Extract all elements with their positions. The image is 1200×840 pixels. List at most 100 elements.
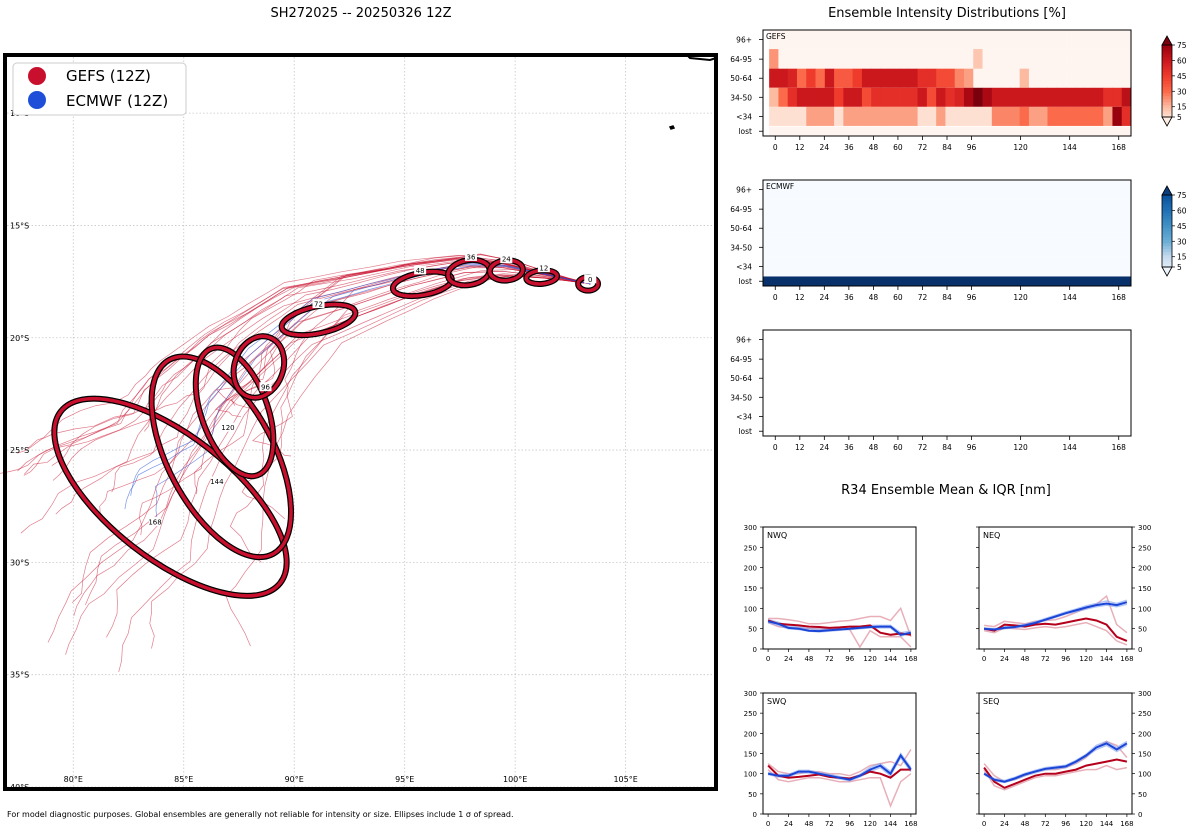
- gefs-intensity-cell: [936, 30, 946, 50]
- gefs-intensity-cell: [1001, 126, 1011, 136]
- intensity-heatmaps: GEFS 96+ 64-95 50-64 34-50 <34 lost 0 12 24 36 48 60…: [730, 29, 1132, 452]
- heatmap-y-tick-label: 96+: [736, 336, 752, 345]
- r34-x-tick-label: 0: [982, 820, 986, 828]
- gefs-intensity-cell: [778, 106, 789, 126]
- r34-y-tick-label: 0: [1138, 646, 1142, 654]
- r34-y-tick-label: 100: [744, 605, 757, 613]
- gefs-intensity-cell: [1121, 30, 1132, 50]
- gefs-intensity-cell: [1010, 87, 1021, 107]
- heatmap-y-tick-label: 64-95: [730, 55, 752, 64]
- gefs-intensity-cell: [954, 87, 965, 107]
- gefs-intensity-cell: [834, 68, 844, 88]
- colorbar-segment: [1162, 54, 1172, 58]
- gefs-intensity-cell: [982, 49, 993, 70]
- gefs-intensity-cell: [908, 106, 918, 126]
- gefs-intensity-cell: [954, 126, 965, 136]
- colorbar-extend-bottom: [1161, 116, 1173, 127]
- gefs-intensity-cell: [843, 87, 854, 107]
- colorbar-tick-label: 15: [1177, 253, 1187, 262]
- gefs-intensity-cell: [1093, 126, 1104, 136]
- gefs-intensity-cell: [1028, 87, 1039, 107]
- heatmap-x-tick-label: 48: [869, 143, 879, 152]
- r34-x-tick-label: 120: [1079, 655, 1092, 663]
- heatmap-y-tick-label: 34-50: [730, 393, 752, 402]
- gefs-intensity-cell: [926, 68, 937, 88]
- gefs-intensity-cell: [834, 87, 844, 107]
- gefs-intensity-cell: [917, 68, 928, 88]
- colorbar-segment: [1162, 51, 1172, 55]
- ensemble-track: [47, 274, 591, 643]
- gefs-intensity-cell: [1001, 68, 1011, 88]
- ensemble-track: [99, 267, 591, 518]
- ensemble-track: [124, 263, 591, 510]
- colorbar-tick-label: 30: [1177, 87, 1187, 96]
- gefs-intensity-cell: [973, 106, 983, 126]
- colorbar-segment: [1162, 198, 1172, 202]
- ellipse-label-bg: [210, 476, 223, 486]
- r34-y-tick-label: 100: [744, 771, 757, 779]
- gefs-intensity-cell: [926, 106, 937, 126]
- gefs-intensity-cell: [1019, 68, 1030, 88]
- r34-line-ecmwf-mean: [767, 620, 912, 636]
- heatmap-panel-label: GEFS: [766, 32, 786, 41]
- ellipse-168: [52, 396, 289, 598]
- r34-y-tick-label: 0: [753, 646, 757, 654]
- gefs-intensity-cell: [899, 126, 909, 136]
- gefs-intensity-cell: [1066, 126, 1076, 136]
- r34-line-gefs-mean: [767, 619, 912, 636]
- gefs-intensity-cell: [778, 49, 789, 70]
- map-legend: GEFS (12Z) ECMWF (12Z): [12, 62, 187, 116]
- ellipse-96: [231, 334, 286, 400]
- gefs-intensity-cell: [1038, 126, 1048, 136]
- r34-x-tick-label: 168: [904, 820, 917, 828]
- gefs-intensity-cell: [852, 49, 863, 70]
- gefs-intensity-cell: [1010, 68, 1021, 88]
- heatmap-x-tick-label: 36: [844, 443, 854, 452]
- heatmap-x-tick-label: 24: [820, 143, 830, 152]
- map-land: [668, 55, 717, 130]
- r34-panels: NWQ 0 24 48 72 96 120 144 168 0 50 100 150 200 250 300 N…: [744, 524, 1152, 828]
- colorbar-segment: [1162, 96, 1172, 100]
- colorbar-segment: [1162, 237, 1172, 241]
- gefs-intensity-cell: [815, 49, 826, 70]
- gefs-intensity-cell: [1028, 68, 1039, 88]
- gefs-intensity-cell: [843, 49, 854, 70]
- gefs-intensity-cell: [945, 126, 956, 136]
- r34-y-tick-label: 300: [744, 524, 757, 532]
- gefs-intensity-cell: [926, 87, 937, 107]
- r34-x-tick-label: 120: [1079, 820, 1092, 828]
- gefs-intensity-cell: [871, 30, 881, 50]
- gefs-intensity-cell: [1103, 30, 1113, 50]
- gefs-intensity-cell: [769, 106, 779, 126]
- ensemble-track: [139, 266, 591, 536]
- ellipse-label-168: 168: [148, 518, 161, 526]
- r34-y-tick-label: 0: [753, 811, 757, 819]
- r34-y-tick-label: 250: [1138, 544, 1151, 552]
- ensemble-track: [106, 273, 591, 638]
- gefs-intensity-cell: [963, 68, 974, 88]
- colorbar-frame: [1161, 194, 1173, 268]
- ensemble-track: [65, 275, 591, 655]
- heatmap-y-tick-label: lost: [738, 427, 752, 436]
- gefs-intensity-cell: [861, 126, 872, 136]
- colorbar-segment: [1162, 57, 1172, 61]
- gefs-intensity-cell: [796, 49, 807, 70]
- gefs-intensity-cell: [796, 126, 807, 136]
- map-title: SH272025 -- 20250326 12Z: [270, 6, 451, 21]
- heatmap-x-tick-label: 60: [893, 443, 903, 452]
- colorbar-extend-top: [1161, 185, 1173, 196]
- ellipse-outline-168: [51, 395, 290, 599]
- gefs-intensity-cell: [908, 30, 918, 50]
- r34-x-tick-label: 96: [845, 655, 854, 663]
- colorbar-segment: [1162, 258, 1172, 262]
- r34-panel-frame: [978, 526, 1133, 650]
- colorbar-segment: [1162, 114, 1172, 118]
- r34-x-tick-label: 0: [766, 655, 770, 663]
- colorbar-segment: [1162, 90, 1172, 94]
- colorbar-segment: [1162, 48, 1172, 52]
- ellipse-label-bg: [500, 254, 513, 264]
- r34-line-ecmwf-mean: [983, 742, 1128, 783]
- gefs-intensity-cell: [787, 30, 798, 50]
- legend-gefs-marker: [28, 67, 46, 85]
- gefs-intensity-cell: [1084, 30, 1095, 50]
